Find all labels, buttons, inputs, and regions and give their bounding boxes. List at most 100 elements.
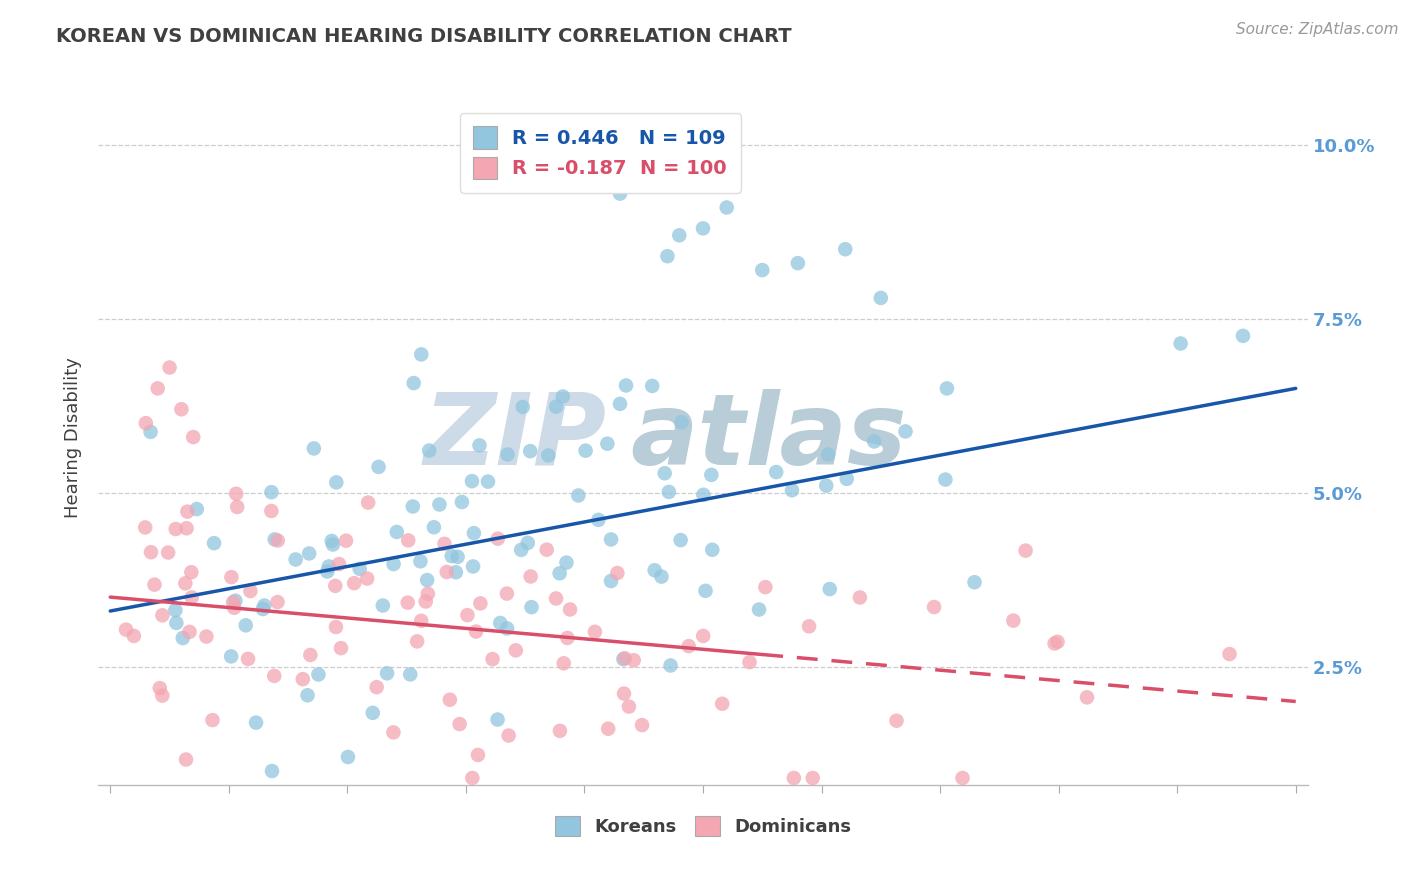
Point (456, 608, 478, 623)
Point (780, 483, 803, 498)
Point (963, 575, 986, 590)
Point (399, 667, 422, 681)
Point (446, 549, 468, 564)
Point (815, 478, 838, 492)
Point (396, 533, 419, 548)
Point (415, 594, 437, 608)
Point (329, 641, 352, 656)
Point (396, 596, 419, 610)
Point (444, 566, 467, 580)
Point (516, 536, 538, 550)
Point (139, 545, 162, 559)
Legend: Koreans, Dominicans: Koreans, Dominicans (546, 806, 860, 846)
Point (496, 447, 519, 461)
Point (335, 533, 357, 548)
Point (149, 681, 172, 695)
Point (644, 563, 666, 577)
Point (297, 688, 319, 702)
Text: ZIP: ZIP (423, 389, 606, 485)
Point (797, 619, 820, 633)
Point (325, 475, 347, 490)
Point (558, 602, 581, 616)
Point (461, 474, 484, 488)
Point (952, 771, 974, 785)
Point (641, 379, 664, 393)
Point (180, 591, 202, 605)
Point (467, 747, 489, 762)
Text: atlas: atlas (630, 389, 907, 485)
Point (657, 249, 679, 263)
Point (519, 569, 541, 583)
Point (486, 532, 509, 546)
Point (465, 624, 488, 639)
Point (461, 771, 484, 785)
Point (418, 443, 440, 458)
Point (318, 559, 340, 574)
Point (252, 602, 274, 616)
Point (654, 467, 676, 481)
Point (834, 242, 856, 256)
Point (609, 397, 631, 411)
Point (567, 488, 589, 502)
Point (382, 557, 405, 571)
Point (402, 376, 425, 390)
Point (801, 771, 824, 785)
Point (512, 400, 534, 414)
Point (343, 576, 366, 591)
Point (146, 381, 169, 395)
Point (411, 347, 433, 361)
Point (496, 586, 519, 600)
Point (176, 505, 198, 519)
Point (1232, 329, 1254, 343)
Point (323, 579, 346, 593)
Point (553, 657, 575, 671)
Point (429, 498, 451, 512)
Point (783, 771, 806, 785)
Point (219, 649, 242, 664)
Point (1046, 635, 1069, 649)
Point (225, 487, 247, 501)
Point (165, 603, 187, 617)
Point (894, 425, 917, 439)
Point (536, 542, 558, 557)
Point (371, 599, 394, 613)
Point (180, 566, 202, 580)
Point (263, 533, 285, 547)
Point (711, 697, 734, 711)
Point (451, 495, 474, 509)
Point (1043, 636, 1066, 650)
Point (588, 513, 610, 527)
Point (235, 618, 257, 632)
Point (409, 554, 432, 568)
Point (433, 537, 456, 551)
Y-axis label: Hearing Disability: Hearing Disability (63, 357, 82, 517)
Point (165, 615, 187, 630)
Point (366, 680, 388, 694)
Point (260, 504, 283, 518)
Point (328, 557, 350, 571)
Point (468, 438, 491, 452)
Point (150, 689, 173, 703)
Point (375, 666, 398, 681)
Point (1170, 336, 1192, 351)
Point (402, 500, 425, 514)
Point (835, 472, 858, 486)
Point (716, 201, 738, 215)
Point (152, 608, 174, 623)
Point (1218, 647, 1240, 661)
Point (702, 542, 724, 557)
Point (600, 533, 623, 547)
Point (548, 723, 571, 738)
Point (614, 378, 637, 392)
Point (692, 221, 714, 235)
Point (481, 652, 503, 666)
Point (818, 582, 841, 596)
Point (245, 715, 267, 730)
Point (886, 714, 908, 728)
Point (221, 570, 243, 584)
Point (361, 706, 384, 720)
Point (498, 729, 520, 743)
Point (519, 444, 541, 458)
Point (551, 390, 574, 404)
Point (284, 552, 307, 566)
